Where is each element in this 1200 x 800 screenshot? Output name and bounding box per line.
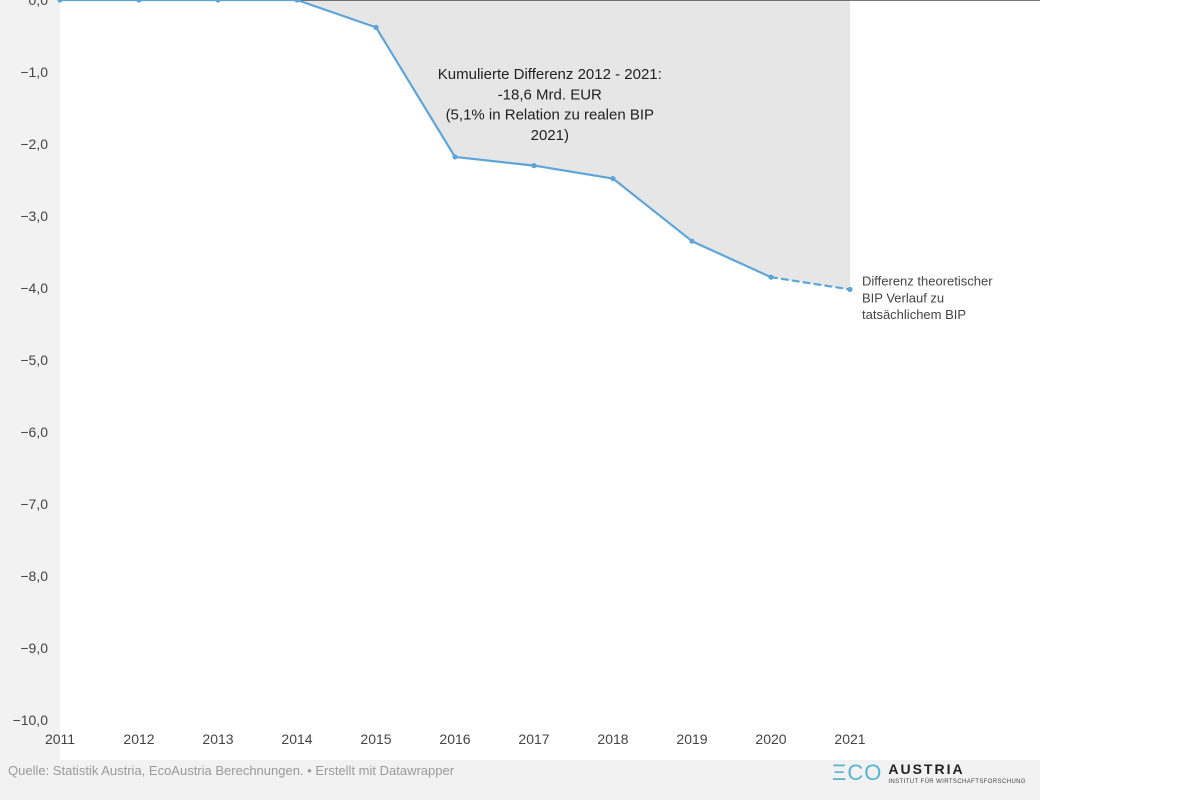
line-chart: 0,0 −1,0 −2,0 −3,0 −4,0 −5,0 −6,0 −7,0 −8,0 −9,0 −… (0, 0, 1040, 800)
series-dot (768, 275, 773, 280)
series-end-label-line: Differenz theoretischer (862, 273, 993, 288)
logo-austria-main: AUSTRIA (888, 761, 964, 777)
logo-eco-icon: ΞCO (832, 760, 882, 786)
logo-block: ΞCO AUSTRIA INSTITUT FÜR WIRTSCHAFTSFORS… (832, 760, 1026, 786)
x-tick-label: 2015 (360, 731, 391, 747)
x-tick-label: 2021 (834, 731, 865, 747)
y-tick-label: −4,0 (20, 280, 48, 296)
y-tick-label: −7,0 (20, 496, 48, 512)
y-tick-label: −10,0 (13, 712, 49, 728)
series-dot (689, 239, 694, 244)
x-tick-label: 2013 (202, 731, 233, 747)
x-tick-label: 2016 (439, 731, 470, 747)
annotation-line: -18,6 Mrd. EUR (498, 86, 602, 103)
series-dot (531, 163, 536, 168)
x-tick-label: 2017 (518, 731, 549, 747)
annotation-line: Kumulierte Differenz 2012 - 2021: (438, 66, 662, 83)
series-end-label-line: BIP Verlauf zu (862, 290, 944, 305)
logo-austria-sub: INSTITUT FÜR WIRTSCHAFTSFORSCHUNG (888, 779, 1026, 785)
annotation-line: 2021) (531, 127, 569, 144)
x-tick-label: 2020 (755, 731, 786, 747)
y-tick-label: −2,0 (20, 136, 48, 152)
y-tick-label: −6,0 (20, 424, 48, 440)
x-tick-label: 2014 (281, 731, 312, 747)
x-tick-label: 2011 (45, 731, 75, 747)
chart-container: 0,0 −1,0 −2,0 −3,0 −4,0 −5,0 −6,0 −7,0 −8,0 −9,0 −… (0, 0, 1040, 800)
logo-austria-text: AUSTRIA INSTITUT FÜR WIRTSCHAFTSFORSCHUN… (888, 761, 1026, 785)
series-dot (847, 287, 852, 292)
series-dot (373, 25, 378, 30)
source-caption: Quelle: Statistik Austria, EcoAustria Be… (8, 763, 454, 778)
x-tick-label: 2019 (676, 731, 707, 747)
y-tick-label: −9,0 (20, 640, 48, 656)
series-dot (452, 154, 457, 159)
y-tick-label: −3,0 (20, 208, 48, 224)
x-tick-label: 2018 (597, 731, 628, 747)
annotation-line: (5,1% in Relation zu realen BIP (446, 107, 654, 124)
x-tick-label: 2012 (123, 731, 154, 747)
series-end-label-line: tatsächlichem BIP (862, 307, 966, 322)
y-tick-label: −1,0 (20, 64, 48, 80)
y-tick-label: −5,0 (20, 352, 48, 368)
series-dot (610, 176, 615, 181)
y-tick-label: −8,0 (20, 568, 48, 584)
y-tick-label: 0,0 (29, 0, 49, 8)
